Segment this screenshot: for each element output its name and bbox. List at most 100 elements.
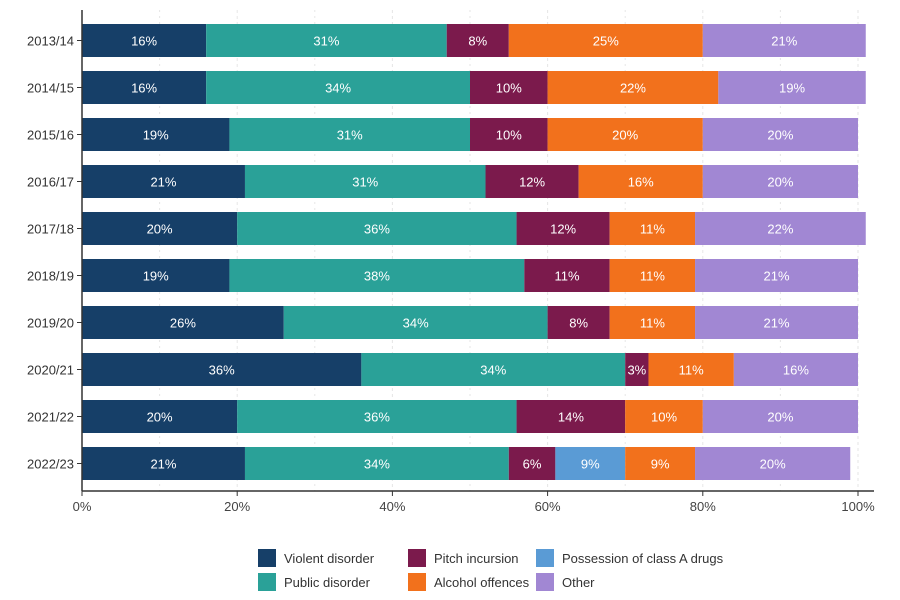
data-label: 36%	[364, 410, 390, 425]
category-label: 2015/16	[27, 128, 74, 143]
bar-segment	[516, 400, 626, 433]
data-label: 11%	[640, 316, 665, 331]
bar-segment	[555, 447, 626, 480]
axes	[77, 10, 874, 496]
data-label: 34%	[325, 81, 351, 96]
legend-swatch	[408, 573, 426, 591]
bar-segment	[695, 259, 858, 292]
bar-segment	[470, 71, 548, 104]
legend-label: Pitch incursion	[434, 550, 519, 566]
bar-segment	[82, 212, 238, 245]
bar-segment	[702, 118, 858, 151]
x-tick-label: 0%	[73, 499, 92, 514]
legend-swatch	[408, 549, 426, 567]
x-tick-label: 20%	[224, 499, 250, 514]
bar-segment	[508, 447, 556, 480]
bar-segment	[695, 306, 858, 339]
data-label: 16%	[131, 34, 157, 49]
bar-segment	[206, 24, 447, 57]
category-label: 2014/15	[27, 81, 74, 96]
data-label: 21%	[764, 269, 790, 284]
data-label: 26%	[170, 316, 196, 331]
bar-segment	[609, 259, 696, 292]
category-labels: 2013/14 2014/15 2015/16 2016/17 2017/18 2018/…	[27, 34, 74, 472]
data-label: 34%	[403, 316, 429, 331]
data-label: 16%	[783, 363, 809, 378]
data-label: 31%	[352, 175, 378, 190]
data-label: 31%	[313, 34, 339, 49]
x-tick-label: 100%	[841, 499, 875, 514]
category-label: 2018/19	[27, 269, 74, 284]
bar-segment	[229, 118, 470, 151]
data-label: 21%	[764, 316, 790, 331]
data-label: 20%	[767, 175, 793, 190]
data-label: 22%	[767, 222, 793, 237]
legend-label: Violent disorder	[284, 550, 375, 566]
bar-segment	[82, 447, 245, 480]
data-label: 12%	[550, 222, 576, 237]
bar-segment	[516, 212, 610, 245]
data-label: 20%	[767, 128, 793, 143]
bar-segment	[82, 71, 207, 104]
legend-item: Possession of class A drugs	[536, 548, 728, 568]
bar-segment	[244, 165, 486, 198]
bar-segment	[625, 353, 649, 386]
bar-segment	[206, 71, 470, 104]
data-label: 31%	[337, 128, 363, 143]
data-label: 19%	[143, 269, 169, 284]
data-label: 16%	[628, 175, 654, 190]
bar-segment	[508, 24, 703, 57]
legend-swatch	[258, 573, 276, 591]
data-label: 20%	[612, 128, 638, 143]
bar-segment	[446, 24, 509, 57]
category-label: 2013/14	[27, 34, 74, 49]
data-label: 25%	[593, 34, 619, 49]
legend-item: Public disorder	[258, 572, 408, 592]
bar-segment	[82, 306, 284, 339]
legend-label: Possession of class A drugs	[562, 550, 724, 566]
bar-segment	[702, 400, 858, 433]
legend-label: Other	[562, 574, 595, 590]
bar-segment	[82, 118, 230, 151]
bar-segment	[283, 306, 548, 339]
data-label: 36%	[364, 222, 390, 237]
legend-item: Other	[536, 572, 728, 592]
bar-segment	[702, 165, 858, 198]
category-label: 2017/18	[27, 222, 74, 237]
bar-segment	[470, 118, 548, 151]
legend: Violent disorder Pitch incursion Possessio…	[258, 548, 728, 592]
bar-segment	[229, 259, 525, 292]
legend-label: Alcohol offences	[434, 574, 530, 590]
data-label: 6%	[523, 457, 542, 472]
bar-segment	[82, 259, 230, 292]
bar-segment	[648, 353, 734, 386]
data-label: 20%	[767, 410, 793, 425]
data-label: 20%	[147, 222, 173, 237]
bar-segment	[547, 118, 703, 151]
data-label: 36%	[209, 363, 235, 378]
bar-segment	[547, 71, 719, 104]
bar-segment	[485, 165, 579, 198]
legend-swatch	[258, 549, 276, 567]
legend-swatch	[536, 549, 554, 567]
data-label: 11%	[679, 363, 704, 378]
bar-segment	[609, 306, 696, 339]
x-tick-label: 80%	[690, 499, 716, 514]
data-label: 14%	[558, 410, 584, 425]
category-label: 2022/23	[27, 457, 74, 472]
data-label: 16%	[131, 81, 157, 96]
data-label: 9%	[651, 457, 670, 472]
bar-segment	[237, 400, 517, 433]
data-label: 11%	[554, 269, 579, 284]
data-label: 34%	[364, 457, 390, 472]
bar-segment	[82, 24, 207, 57]
bar-segment	[547, 306, 610, 339]
legend-item: Alcohol offences	[408, 572, 536, 592]
data-label: 22%	[620, 81, 646, 96]
bar-segment	[718, 71, 866, 104]
bar-segment	[237, 212, 517, 245]
category-label: 2019/20	[27, 316, 74, 331]
bar-segment	[244, 447, 509, 480]
bar-segment	[82, 353, 362, 386]
data-label: 11%	[640, 222, 665, 237]
